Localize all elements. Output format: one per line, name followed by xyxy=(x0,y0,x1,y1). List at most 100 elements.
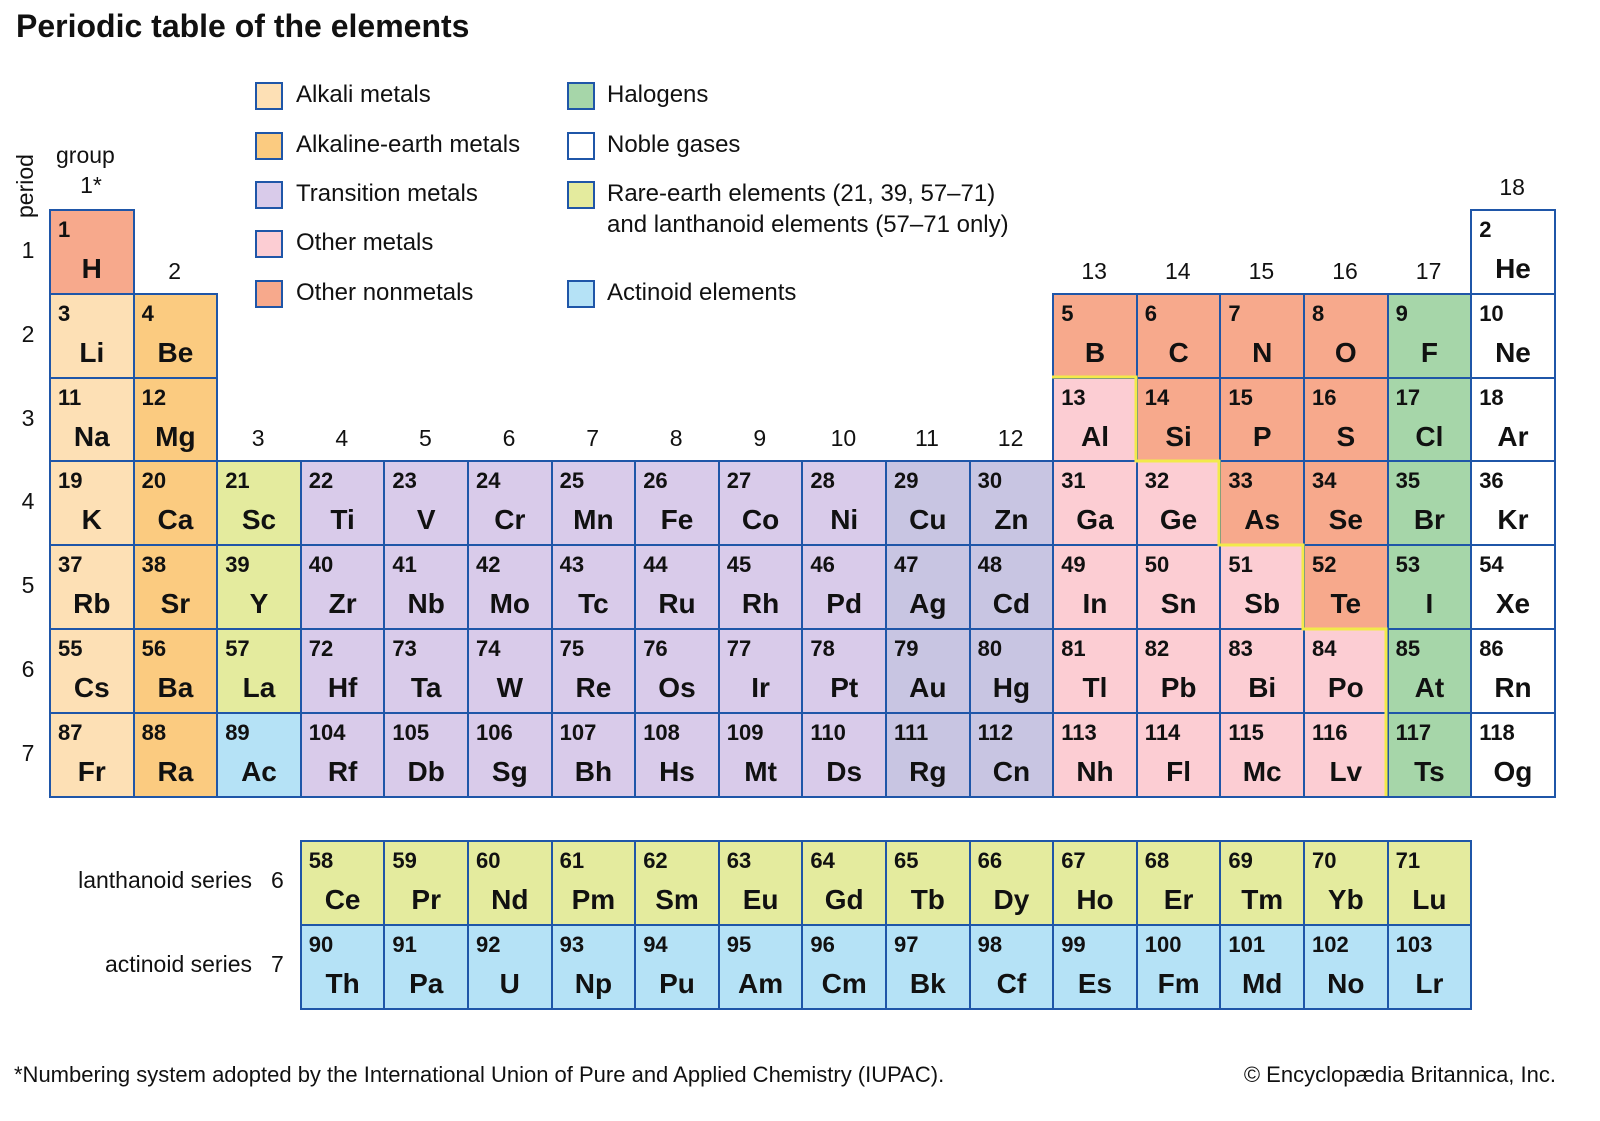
atomic-number: 96 xyxy=(810,931,835,957)
atomic-number: 65 xyxy=(894,848,919,873)
element-cell-Ba: 56 Ba xyxy=(132,628,219,714)
element-cell-Be: 4 Be xyxy=(132,292,219,379)
element-symbol: Er xyxy=(1163,884,1194,915)
atomic-number: 98 xyxy=(977,931,1003,957)
atomic-number: 20 xyxy=(141,468,167,494)
element-symbol: B xyxy=(1084,336,1106,368)
element-cell-Rb: 37 Rb xyxy=(49,544,135,630)
element-symbol: Co xyxy=(741,504,780,536)
atomic-number: 6 xyxy=(1144,300,1158,326)
element-symbol: Ge xyxy=(1159,504,1198,536)
legend-label: Rare-earth elements (21, 39, 57–71) xyxy=(607,180,996,207)
footnote: *Numbering system adopted by the Interna… xyxy=(14,1062,945,1087)
element-cell-Pb: 82 Pb xyxy=(1135,628,1222,714)
group-label-5: 5 xyxy=(418,425,432,451)
element-symbol: Th xyxy=(325,967,360,999)
atomic-number: 11 xyxy=(58,384,82,410)
element-symbol: Cu xyxy=(909,504,947,536)
element-cell-Ar: 18 Ar xyxy=(1470,376,1556,463)
element-cell-U: 92 U xyxy=(467,923,553,1010)
atomic-number: 99 xyxy=(1061,931,1086,957)
element-cell-Ca: 20 Ca xyxy=(132,460,219,547)
element-symbol: Db xyxy=(407,755,445,787)
element-cell-Se: 34 Se xyxy=(1303,460,1389,547)
element-symbol: Bh xyxy=(574,755,613,787)
element-symbol: Zn xyxy=(994,504,1029,536)
element-symbol: Md xyxy=(1241,967,1283,999)
atomic-number: 21 xyxy=(225,468,250,494)
atomic-number: 42 xyxy=(476,552,501,578)
atomic-number: 90 xyxy=(308,931,334,957)
element-symbol: Si xyxy=(1165,420,1192,452)
element-symbol: Hf xyxy=(327,672,358,703)
element-symbol: Sr xyxy=(160,588,191,620)
element-cell-No: 102 No xyxy=(1303,923,1389,1010)
legend-label-line2: and lanthanoid elements (57–71 only) xyxy=(607,211,1009,238)
element-symbol: Pb xyxy=(1160,672,1197,703)
legend-swatch-actinoid xyxy=(567,280,595,308)
atomic-number: 77 xyxy=(726,636,752,661)
element-cell-Cf: 98 Cf xyxy=(968,923,1055,1010)
legend-swatch-transition xyxy=(255,181,283,209)
element-symbol: Rh xyxy=(741,588,780,620)
element-cell-Es: 99 Es xyxy=(1052,923,1138,1010)
element-symbol: Pr xyxy=(411,884,441,915)
atomic-number: 48 xyxy=(977,552,1003,578)
element-cell-S: 16 S xyxy=(1303,376,1389,463)
element-cell-Ge: 32 Ge xyxy=(1135,460,1222,547)
atomic-number: 55 xyxy=(58,636,83,661)
element-symbol: Y xyxy=(249,588,269,620)
element-symbol: Te xyxy=(1330,588,1362,620)
atomic-number: 75 xyxy=(559,636,585,661)
element-symbol: Gd xyxy=(824,884,864,915)
atomic-number: 78 xyxy=(810,636,835,661)
element-symbol: Cm xyxy=(821,967,867,999)
group-label-14: 14 xyxy=(1165,258,1191,284)
element-symbol: Tm xyxy=(1241,884,1284,915)
legend-swatch-alkaline xyxy=(255,132,283,160)
element-symbol: C xyxy=(1168,336,1189,368)
element-symbol: Fm xyxy=(1157,967,1200,999)
element-symbol: Zr xyxy=(328,588,357,620)
element-cell-Os: 76 Os xyxy=(634,628,720,714)
element-cell-Mc: 115 Mc xyxy=(1219,711,1305,798)
element-cell-Cu: 29 Cu xyxy=(885,460,971,547)
element-cell-Au: 79 Au xyxy=(885,628,971,714)
element-cell-Sb: 51 Sb xyxy=(1219,544,1305,630)
element-symbol: Ti xyxy=(330,504,355,536)
group-label-11: 11 xyxy=(915,425,939,451)
element-cell-Y: 39 Y xyxy=(216,544,302,630)
element-symbol: Ra xyxy=(157,755,194,787)
element-cell-I: 53 I xyxy=(1386,544,1473,630)
element-cell-Md: 101 Md xyxy=(1219,923,1305,1010)
atomic-number: 85 xyxy=(1395,636,1421,661)
atomic-number: 36 xyxy=(1479,468,1504,494)
element-cell-Si: 14 Si xyxy=(1135,376,1222,463)
element-symbol: Nb xyxy=(407,588,445,620)
element-symbol: Kr xyxy=(1497,504,1529,536)
element-symbol: La xyxy=(242,672,276,703)
atomic-number: 40 xyxy=(308,552,334,578)
atomic-number: 41 xyxy=(392,552,417,578)
atomic-number: 79 xyxy=(894,636,919,661)
legend-swatch-rare_earth xyxy=(567,181,595,209)
element-symbol: Am xyxy=(738,967,784,999)
element-symbol: Li xyxy=(79,336,105,368)
atomic-number: 16 xyxy=(1312,384,1337,410)
element-symbol: Pa xyxy=(409,967,444,999)
legend-swatch-noble xyxy=(567,132,595,160)
atomic-number: 114 xyxy=(1144,719,1181,745)
element-cell-Bi: 83 Bi xyxy=(1219,628,1305,714)
atomic-number: 116 xyxy=(1312,719,1348,745)
atomic-number: 31 xyxy=(1061,468,1086,494)
group-label-7: 7 xyxy=(586,425,599,451)
element-cell-Og: 118 Og xyxy=(1470,711,1556,798)
group-label-3: 3 xyxy=(251,425,265,451)
atomic-number: 43 xyxy=(559,552,585,578)
atomic-number: 9 xyxy=(1395,300,1408,326)
element-cell-In: 49 In xyxy=(1052,544,1138,630)
legend-swatch-halogen xyxy=(567,82,595,110)
